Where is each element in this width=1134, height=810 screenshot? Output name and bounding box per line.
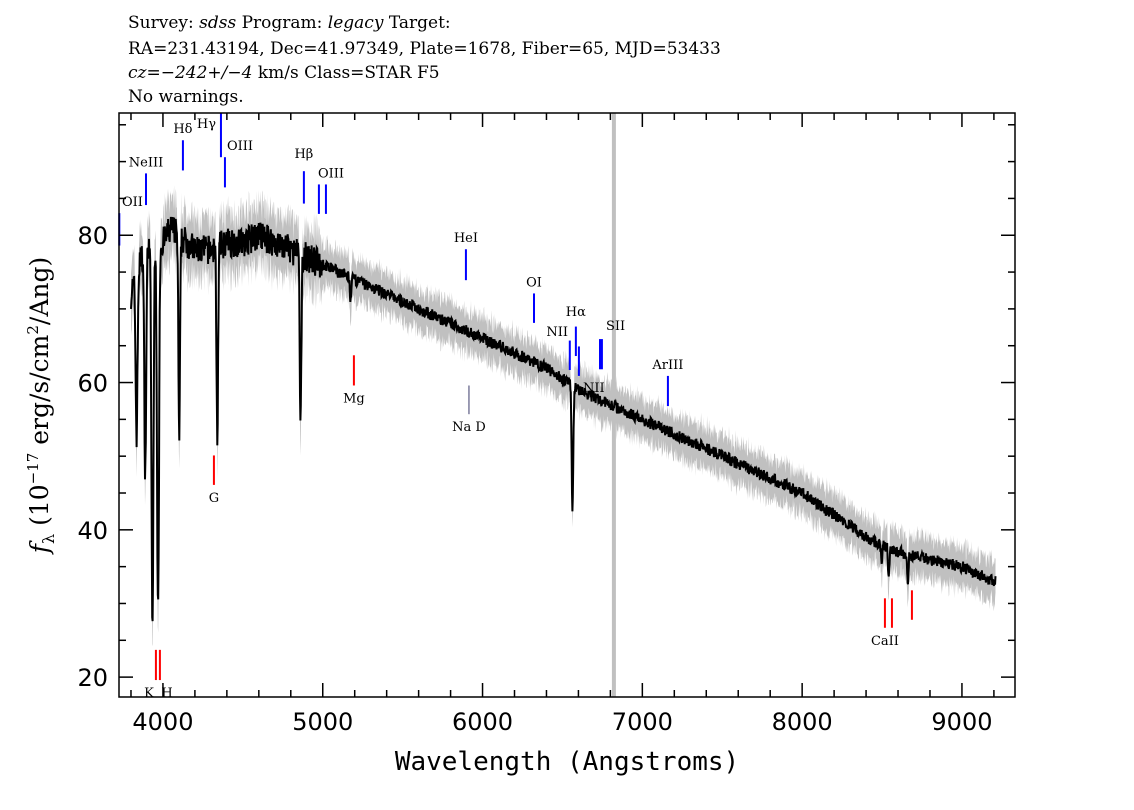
line-label-hβ: Hβ (294, 147, 313, 162)
x-tick-label: 6000 (452, 708, 513, 736)
x-axis-label: Wavelength (Angstroms) (395, 747, 739, 777)
spectrum-line (130, 216, 997, 622)
line-label-nii: NII (546, 325, 568, 340)
line-label-oiii: OIII (318, 166, 344, 181)
header-line-4: No warnings. (128, 87, 244, 107)
line-label-sii: SII (606, 319, 625, 334)
line-label-ariii: ArIII (651, 358, 683, 373)
y-axis-label: fλ (10−17 erg/s/cm2/Ang) (24, 257, 58, 556)
program-label: Program: (241, 13, 323, 33)
line-label-hδ: Hδ (173, 122, 192, 137)
x-tick-label: 7000 (612, 708, 673, 736)
line-label-k: K (144, 686, 154, 701)
plot-frame (118, 112, 1016, 698)
x-tick-label: 5000 (292, 708, 353, 736)
line-label-caii: CaII (871, 634, 899, 649)
survey-value: sdss (199, 13, 237, 33)
line-label-hei: HeI (454, 231, 478, 246)
line-label-oiii: OIII (227, 139, 253, 154)
line-label-h: H (161, 686, 172, 701)
y-tick-label: 80 (77, 222, 108, 250)
line-label-g: G (209, 491, 219, 506)
line-label-oii: OII (122, 195, 143, 210)
header-line-3: cz=−242+/−4 km/s Class=STAR F5 (128, 62, 440, 84)
line-label-na-d: Na D (452, 420, 486, 435)
header-line-2: RA=231.43194, Dec=41.97349, Plate=1678, … (128, 39, 721, 59)
line-label-oi: OI (526, 275, 542, 290)
line-label-hγ: Hγ (197, 117, 216, 132)
line-label-mg: Mg (343, 391, 365, 406)
x-tick-label: 8000 (772, 708, 833, 736)
line-label-hα: Hα (566, 305, 586, 320)
x-tick-label: 4000 (132, 708, 193, 736)
y-tick-label: 20 (77, 664, 108, 692)
x-tick-label: 9000 (931, 708, 992, 736)
survey-label: Survey: (128, 13, 194, 33)
y-tick-label: 60 (77, 370, 108, 398)
line-label-neiii: NeIII (129, 155, 163, 170)
redshift-value: cz=−242+/−4 (128, 63, 253, 83)
program-value: legacy (327, 13, 384, 33)
header-line-1: Survey: sdss Program: legacy Target: (128, 12, 451, 34)
error-band (131, 185, 996, 647)
y-tick-label: 40 (77, 517, 108, 545)
class-text: km/s Class=STAR F5 (252, 63, 440, 83)
target-label: Target: (388, 13, 451, 33)
line-label-nii: NII (583, 381, 605, 396)
